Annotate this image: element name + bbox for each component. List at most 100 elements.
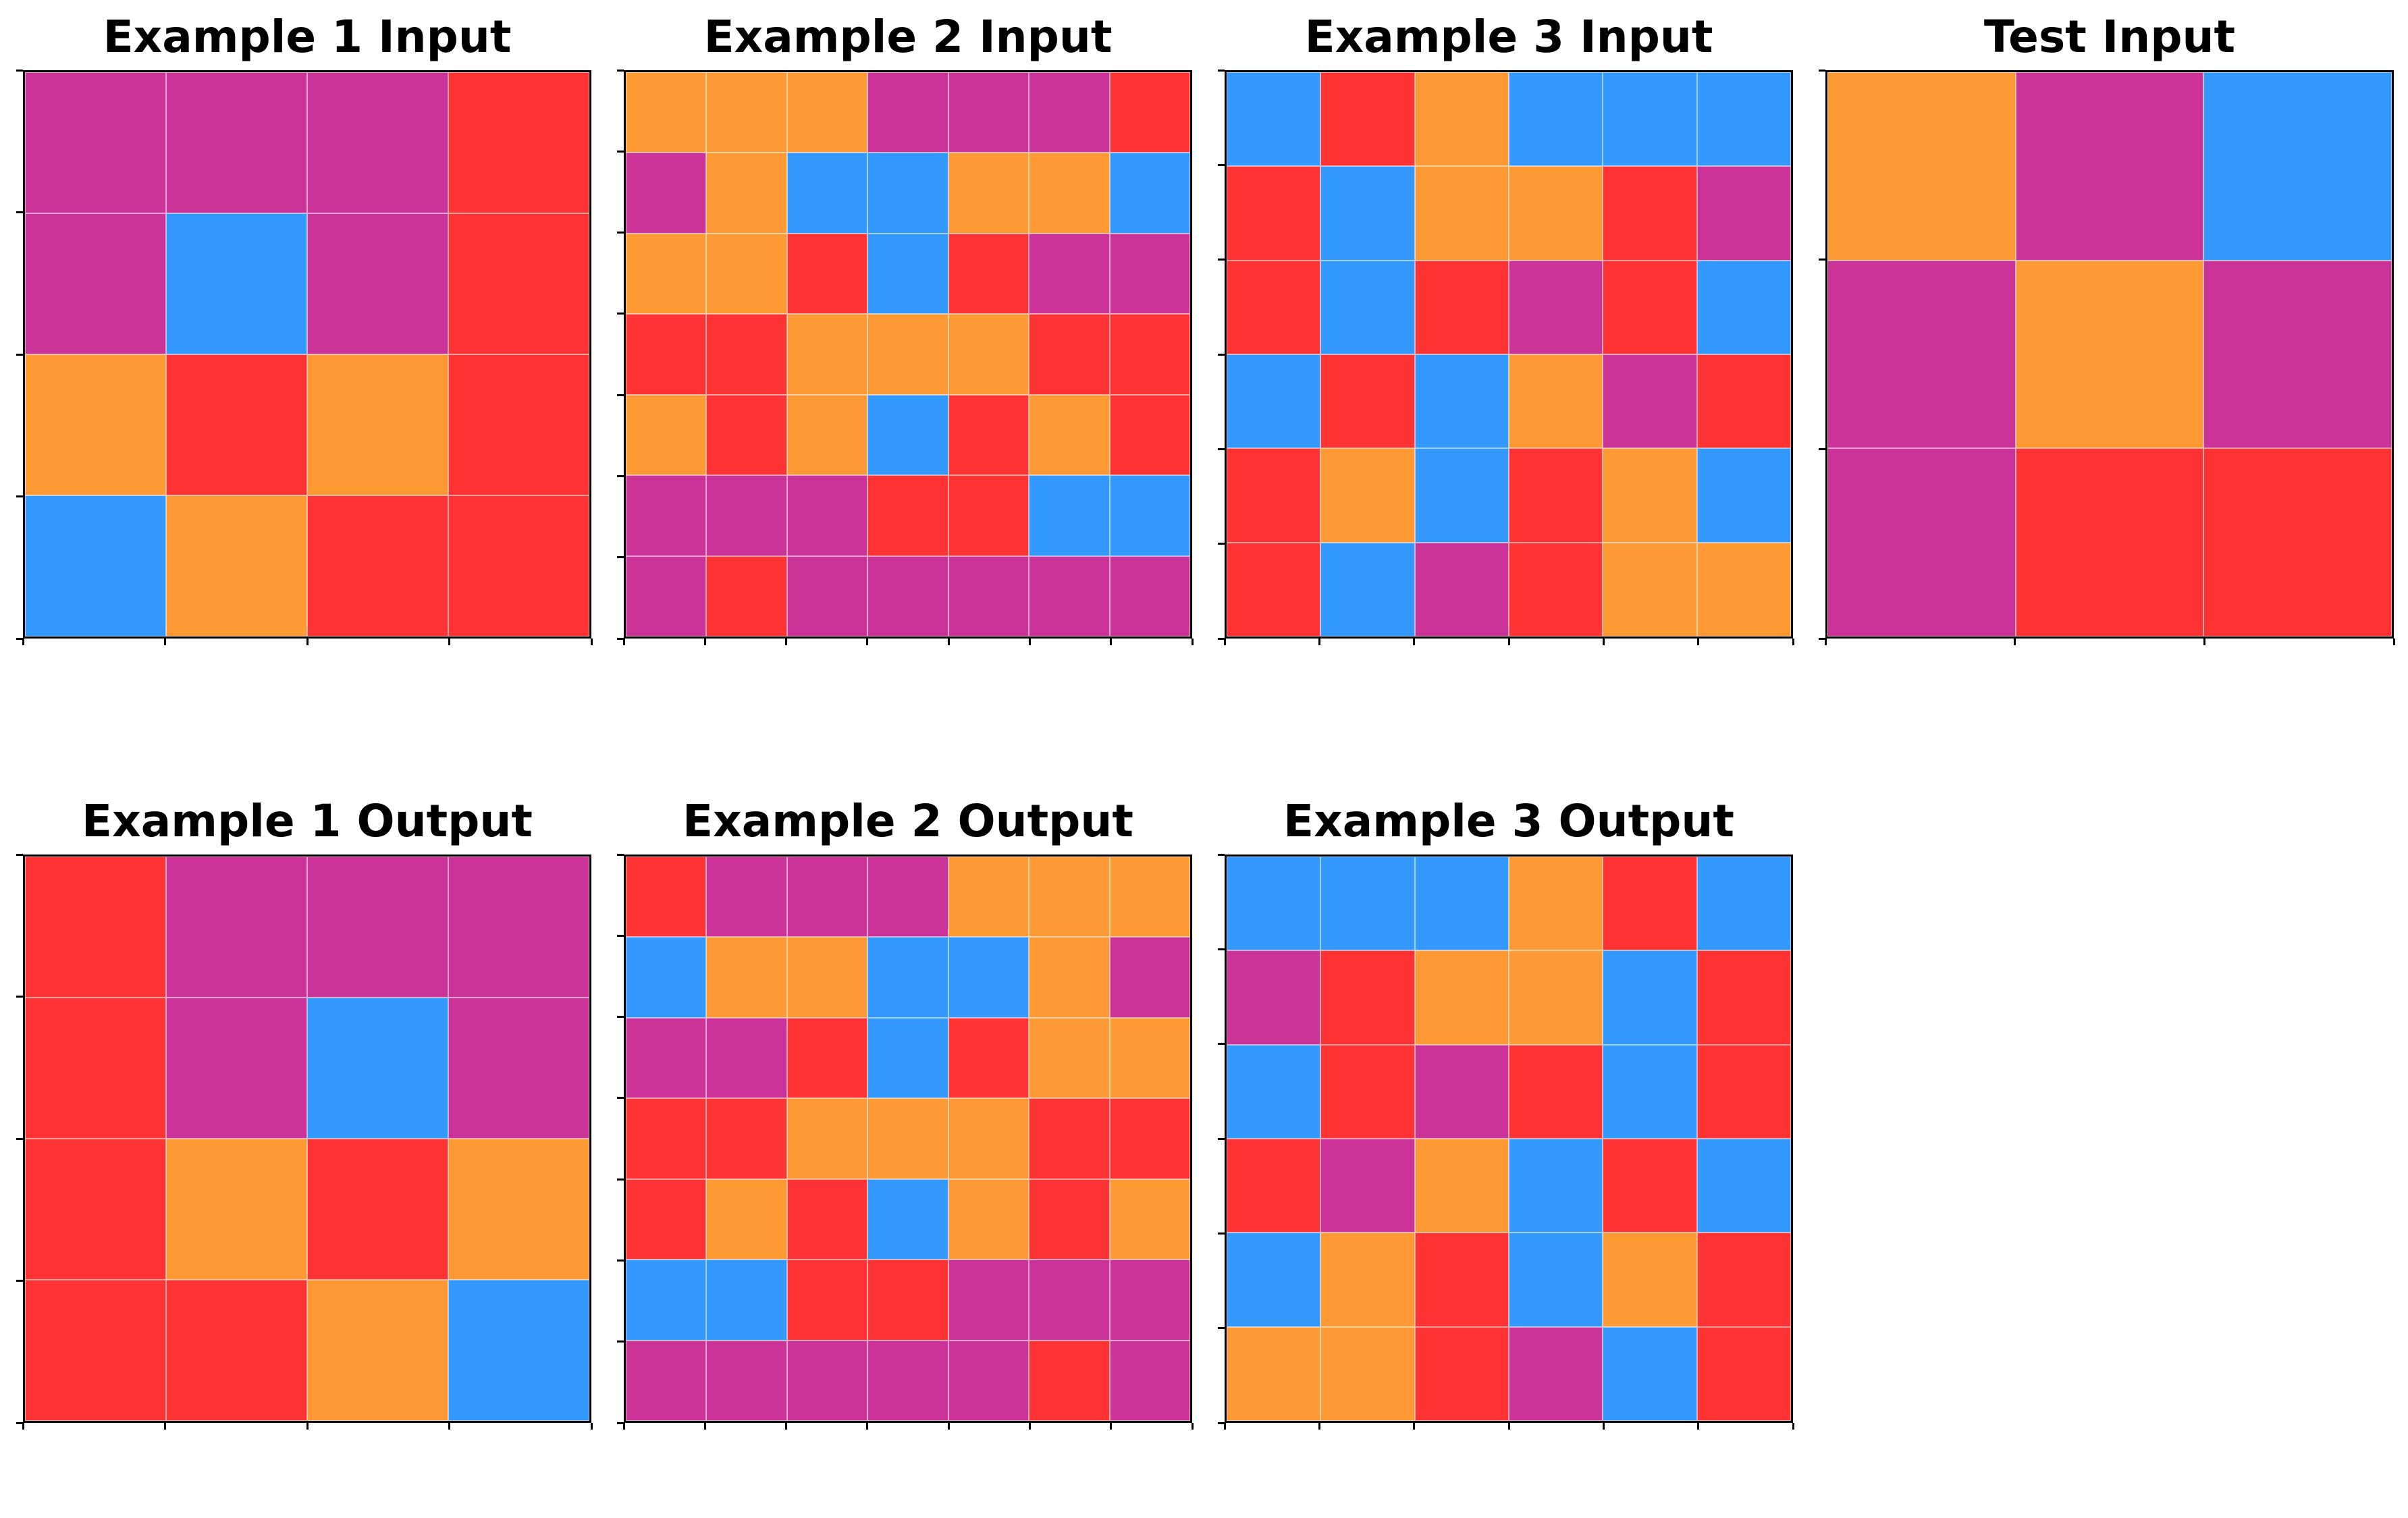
x-tick [1413,639,1415,645]
y-tick [1218,1138,1225,1140]
grid-cell [1109,1340,1190,1421]
y-tick [1218,1422,1225,1424]
grid-cell [867,555,948,636]
y-tick [617,1422,624,1424]
grid-cell [706,555,787,636]
grid-cell [1414,166,1509,261]
grid-cell [626,475,707,556]
grid-cell [166,1280,307,1421]
grid-cell [626,937,707,1018]
grid-cell [25,213,166,354]
grid-cell [307,1280,448,1421]
grid-cell [1227,1138,1321,1233]
grid-cell [948,1178,1029,1260]
grid-cell [448,1280,589,1421]
grid-cell [1414,1138,1509,1233]
grid-cell [1320,260,1415,354]
grid-cell [25,857,166,998]
grid-cell [166,72,307,213]
grid-cell [1109,1178,1190,1260]
grid-cell [867,233,948,315]
x-tick [306,1423,309,1430]
grid-cell [1508,1044,1603,1139]
grid-cell [867,1259,948,1340]
grid-cell [867,153,948,234]
grid-cell [307,857,448,998]
x-tick [1508,639,1510,645]
grid-cell [1227,857,1321,951]
panel-title: Example 3 Output [1283,795,1734,847]
grid-cell [1227,72,1321,167]
y-tick [1218,70,1225,72]
grid-cell [867,857,948,938]
grid-cell [786,1178,868,1260]
color-grid [23,855,591,1423]
grid-cell [867,1017,948,1099]
y-tick [1218,1232,1225,1235]
x-tick [1110,1423,1112,1430]
x-tick [1413,1423,1415,1430]
x-tick [1192,639,1194,645]
grid-cell [1320,354,1415,449]
grid-cell [1696,1138,1791,1233]
grid-cell [1696,542,1791,636]
grid-cell [25,354,166,495]
grid-cell [1414,1326,1509,1421]
y-tick [617,638,624,640]
grid-cell [166,857,307,998]
x-tick [1697,639,1699,645]
grid-cell [1320,542,1415,636]
grid-cell [2015,72,2204,261]
y-tick [617,1097,624,1099]
grid-cell [307,72,448,213]
grid-cell [706,314,787,395]
grid-cell [626,314,707,395]
grid-cell [1109,394,1190,476]
grid-cell [706,475,787,556]
grid-cell [1603,1138,1697,1233]
grid-cell [1029,72,1110,153]
x-tick [306,639,309,645]
grid-cell [2203,72,2392,261]
grid-cell [1029,555,1110,636]
grid-cell [1696,448,1791,543]
grid-cell [1029,1017,1110,1099]
grid-cell [1414,857,1509,951]
grid-cell [948,1017,1029,1099]
y-tick [617,70,624,72]
grid-cell [948,475,1029,556]
grid-cell [1029,475,1110,556]
grid-cell [948,857,1029,938]
x-tick [1029,639,1031,645]
y-tick [617,556,624,558]
grid-cell [1029,1259,1110,1340]
grid-cell [1227,542,1321,636]
grid-cell [626,72,707,153]
grid-cell [25,495,166,636]
grid-cell [1603,542,1697,636]
grid-cell [1508,354,1603,449]
y-tick [16,996,23,998]
grid-cell [1227,448,1321,543]
panel-title: Example 3 Input [1304,11,1713,63]
grid-cell [786,153,868,234]
x-tick [1825,639,1827,645]
y-tick [16,1138,23,1140]
grid-cell [307,1139,448,1280]
grid-cell [1603,260,1697,354]
y-tick [1218,354,1225,356]
color-grid [1825,70,2394,639]
grid-cell [1320,448,1415,543]
y-tick [1819,638,1825,640]
x-tick [2203,639,2205,645]
grid-cell [786,555,868,636]
grid-cell [448,72,589,213]
x-tick [1792,639,1794,645]
grid-cell [1029,153,1110,234]
panel-example-3-output: Example 3 Output [1218,799,1794,1430]
x-tick [164,639,166,645]
grid-cell [1696,1044,1791,1139]
x-tick [1697,1423,1699,1430]
grid-cell [786,1098,868,1179]
grid-cell [1696,857,1791,951]
